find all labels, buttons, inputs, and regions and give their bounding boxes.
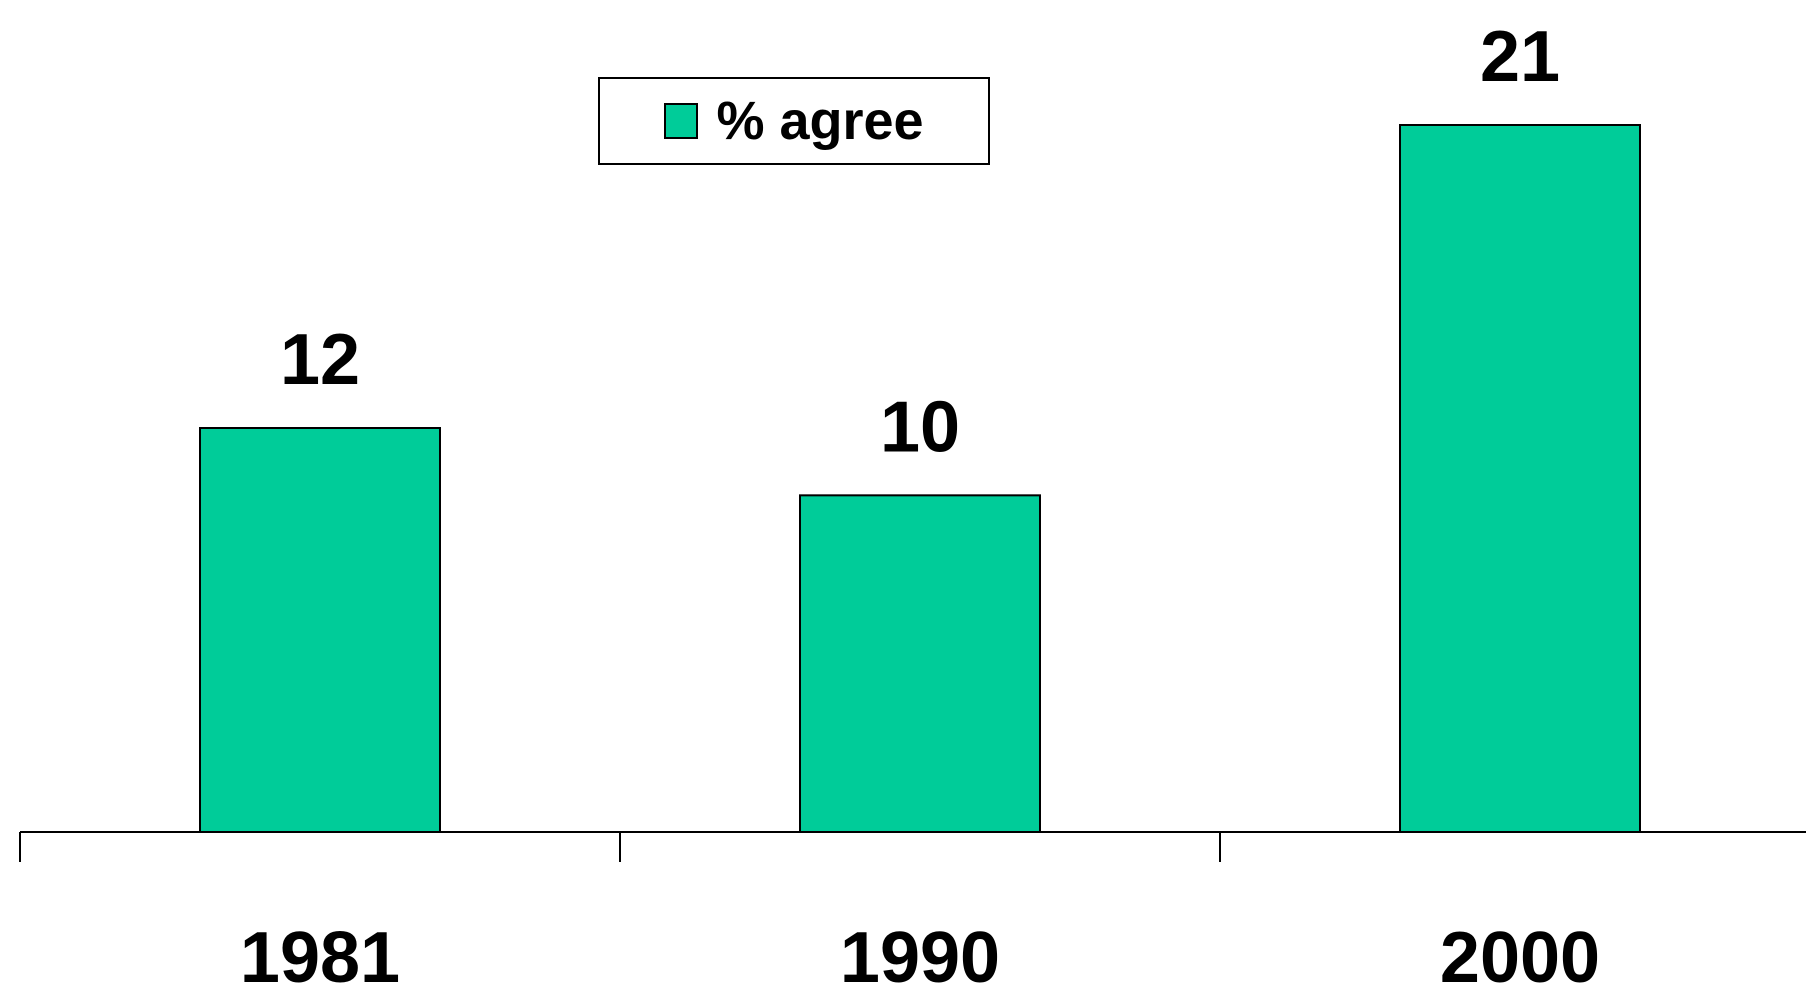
bar-value-label: 21 (1480, 17, 1560, 97)
bar-value-label: 12 (280, 320, 360, 400)
x-axis (19, 831, 1806, 862)
bar (199, 427, 441, 833)
legend-swatch (664, 103, 699, 139)
x-tick-label: 2000 (1440, 918, 1600, 988)
bar-value-label: 10 (880, 387, 960, 467)
bar (799, 494, 1041, 833)
x-tick-labels-group: 1981 1990 2000 (240, 918, 1600, 988)
bar (1399, 124, 1641, 833)
x-tick-label: 1990 (840, 918, 1000, 988)
bars-group (199, 124, 1641, 833)
value-labels-group: 12 10 21 (280, 17, 1560, 467)
legend-label: % agree (716, 91, 924, 151)
x-tick-label: 1981 (240, 918, 400, 988)
legend: % agree (598, 77, 990, 165)
